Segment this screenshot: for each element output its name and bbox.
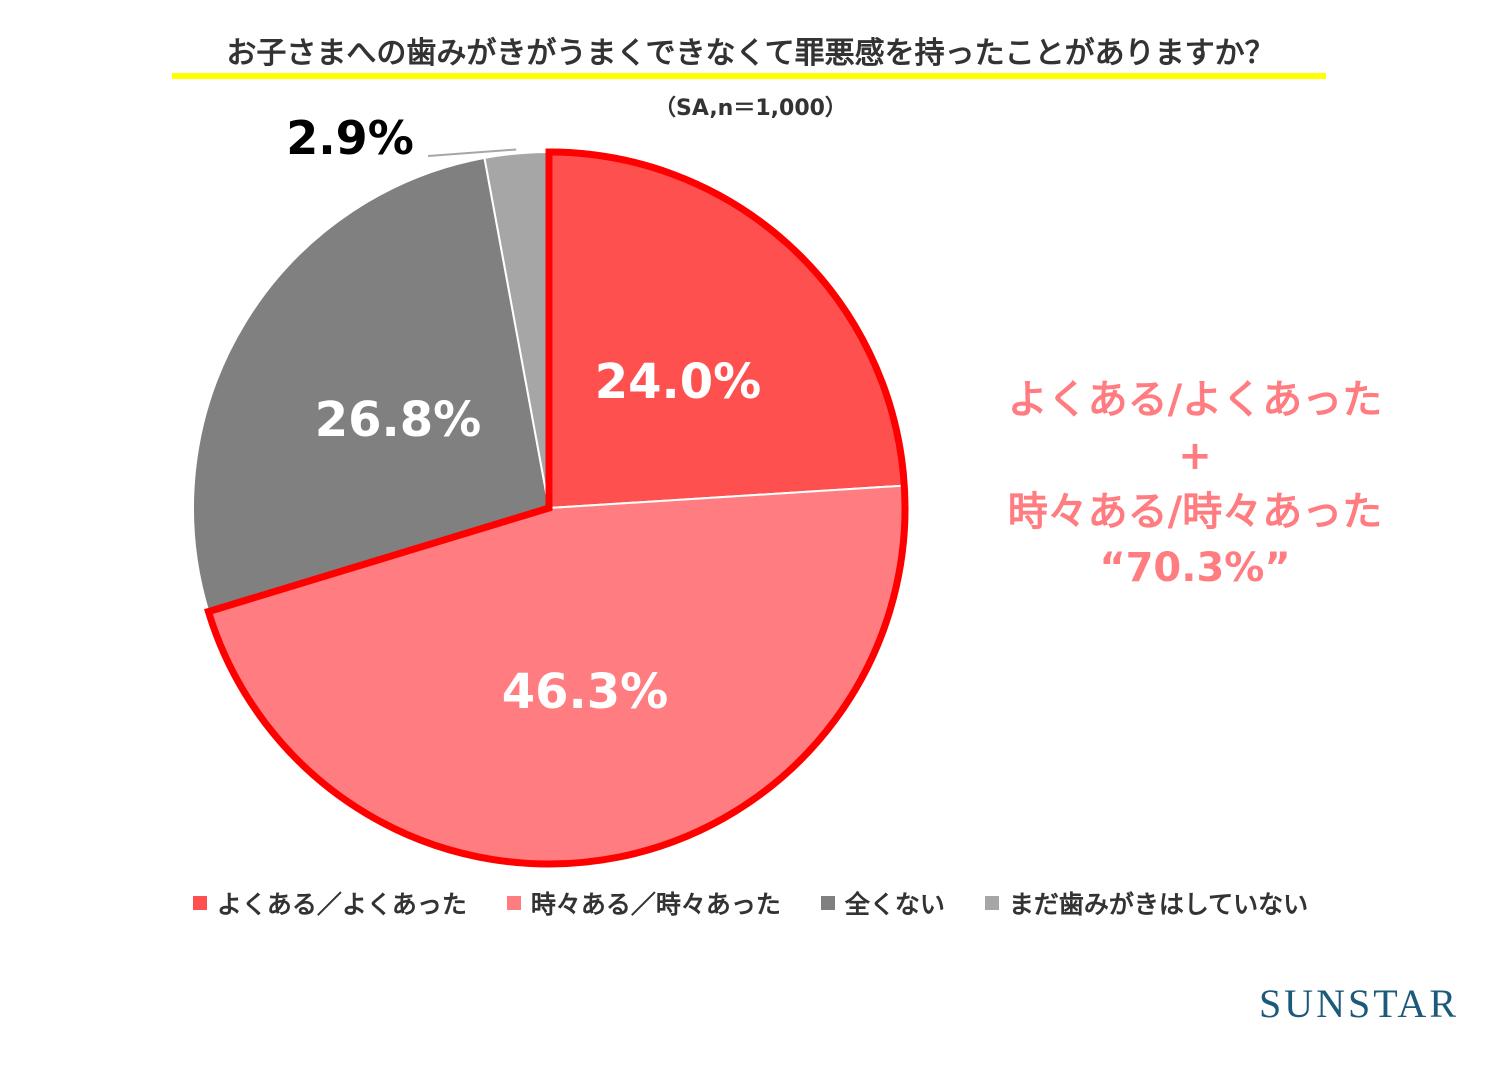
legend-label: 全くない [844, 890, 945, 919]
legend-swatch [820, 896, 835, 910]
data-label-never: 26.8% [315, 392, 482, 448]
legend-item-never: 全くない [820, 885, 945, 921]
legend-item-not-yet: まだ歯みがきはしていない [984, 885, 1309, 921]
legend-swatch [506, 896, 521, 910]
chart-title: お子さまへの歯みがきがうまくできなくて罪悪感を持ったことがありますか？ [226, 36, 1275, 71]
legend-item-often: よくある／よくあった [192, 885, 467, 921]
data-label-often: 24.0% [595, 354, 762, 410]
chart-subtitle: （SA,n＝1,000） [654, 96, 847, 121]
pie-slice-never [192, 156, 551, 613]
legend-item-sometimes: 時々ある／時々あった [506, 885, 781, 921]
title-underline [172, 73, 1326, 79]
callout-line-1: よくある/よくあった [1007, 377, 1383, 423]
callout-plus: + [1178, 433, 1212, 479]
data-label-sometimes: 46.3% [502, 664, 669, 720]
legend-label: 時々ある／時々あった [530, 890, 781, 919]
data-label-not-yet: 2.9% [286, 111, 414, 165]
leader-line [427, 148, 517, 157]
legend: よくある／よくあった 時々ある／時々あった 全くない まだ歯みがきはしていない [0, 885, 1501, 921]
legend-label: まだ歯みがきはしていない [1008, 890, 1309, 919]
legend-swatch [984, 896, 999, 910]
legend-swatch [192, 896, 207, 910]
highlight-outline [204, 148, 909, 868]
legend-label: よくある／よくあった [216, 890, 467, 919]
combined-total-callout: よくある/よくあった + 時々ある/時々あった “70.3%” [960, 372, 1430, 596]
callout-total: “70.3%” [1099, 545, 1291, 591]
callout-line-2: 時々ある/時々あった [1007, 489, 1383, 535]
sunstar-logo: SUNSTAR [1258, 981, 1459, 1026]
pie-slice-often [548, 150, 906, 510]
